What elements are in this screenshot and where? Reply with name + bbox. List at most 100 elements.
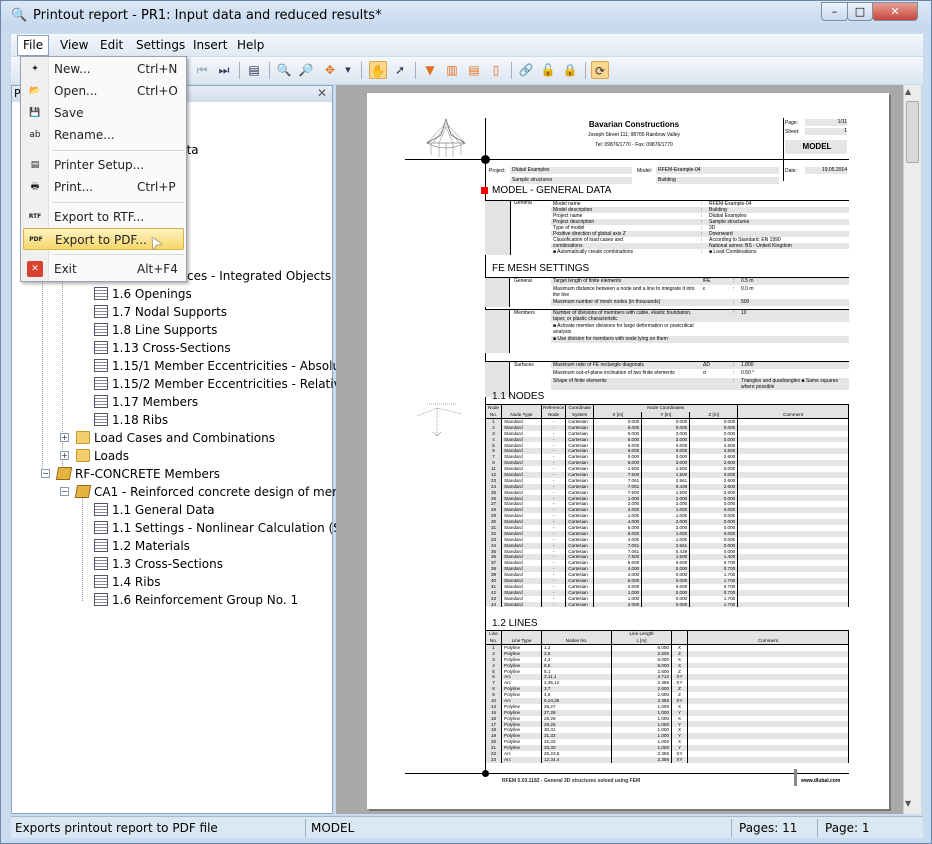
zoom-in-icon[interactable]: 🔍 (276, 63, 292, 77)
blank-page-icon[interactable]: ▯ (492, 63, 500, 77)
menu-item-printer-setup[interactable]: ▤ Printer Setup... (23, 154, 184, 176)
tree-item[interactable]: Load Cases and Combinations (76, 429, 275, 447)
active-section-marker (481, 187, 488, 194)
lock-icon[interactable]: 🔒 (562, 63, 578, 77)
tree-item[interactable]: 1.6 Reinforcement Group No. 1 (94, 591, 298, 609)
cell: : (701, 237, 703, 243)
vertical-scrollbar[interactable]: ▲ ▼ (903, 85, 921, 814)
table-cell (737, 595, 849, 602)
menu-view[interactable]: View (60, 38, 89, 52)
table-cell (687, 650, 849, 657)
tree-item[interactable]: 1.17 Members (94, 393, 198, 411)
table-cell: - (540, 542, 567, 549)
refresh-icon[interactable]: ⟳ (591, 61, 609, 79)
filter-page-icon[interactable]: ▼ (425, 63, 435, 77)
table-cell: 12,34,4 (541, 756, 612, 763)
tree-item[interactable]: 1.13 Cross-Sections (94, 339, 231, 357)
tree-item[interactable]: 1.6 Openings (94, 285, 192, 303)
table-cell: 0.700 (689, 583, 739, 590)
zoom-out-icon[interactable]: 🔎 (298, 63, 314, 77)
table-icon (94, 575, 108, 588)
close-button[interactable]: ✕ (872, 2, 918, 21)
tree-item[interactable]: ces - Integrated Objects (187, 267, 331, 285)
menu-item-export-rtf[interactable]: RTF Export to RTF... (23, 206, 184, 228)
footer-website: www.dlubal.com (801, 778, 841, 784)
scroll-thumb[interactable] (906, 101, 919, 163)
tree-item[interactable]: 1.1 Settings - Nonlinear Calculation (St… (94, 519, 381, 537)
column-header (541, 630, 612, 638)
table-row: 2 Polyline 2,6 2.600 Z (485, 650, 849, 657)
cell: Shape of finite elements (553, 378, 607, 384)
menu-file[interactable]: File (17, 35, 50, 56)
tree-item[interactable]: 1.18 Ribs (94, 411, 168, 429)
cell: 0.0 m (741, 286, 754, 292)
table-cell: 1.400 (689, 554, 739, 561)
tree-item[interactable]: 1.8 Line Supports (94, 321, 217, 339)
cell: : (733, 310, 735, 316)
table-icon (94, 395, 108, 408)
table-row: 22 Arc 25,23,8 2.356 XY (485, 750, 849, 757)
menu-insert[interactable]: Insert (193, 38, 228, 52)
menu-item-open[interactable]: 📂 Open... Ctrl+O (23, 80, 184, 102)
table-row: 28 Standard - Cartesian 2.000 1.000 0.000 (485, 507, 849, 514)
tree-item[interactable]: 1.2 Materials (94, 537, 190, 555)
column-header: Node (540, 411, 567, 419)
cell: : (701, 225, 703, 231)
mesh-group-general: General Target length of finite elements l… (485, 277, 849, 307)
link-icon[interactable]: 🔗 (518, 63, 534, 77)
expand-icon[interactable]: + (60, 433, 69, 442)
status-bar: Exports printout report to PDF file MODE… (11, 816, 923, 838)
first-page-icon[interactable]: ⏮ (196, 63, 208, 77)
table-cell: 2.600 (689, 454, 739, 461)
cell: : (701, 249, 703, 255)
expand-icon[interactable]: + (60, 451, 69, 460)
menu-item-rename[interactable]: ab Rename... (23, 124, 184, 146)
tree-item[interactable]: 1.1 General Data (94, 501, 215, 519)
unlock-icon[interactable]: 🔓 (540, 63, 556, 77)
maximize-button[interactable]: □ (847, 2, 873, 21)
save-icon: 💾 (29, 108, 41, 118)
menu-settings[interactable]: Settings (136, 38, 186, 52)
cell (739, 323, 849, 335)
tree-item[interactable]: RF-CONCRETE Members (55, 465, 220, 483)
table-cell: 0.000 (689, 519, 739, 525)
minimize-button[interactable]: – (821, 2, 848, 21)
scroll-up-icon[interactable]: ▲ (905, 87, 912, 96)
table-cell (737, 566, 849, 573)
tree-item[interactable]: 1.7 Nodal Supports (94, 303, 227, 321)
tree-item[interactable]: 1.4 Ribs (94, 573, 160, 591)
tree-item[interactable]: Loads (76, 447, 129, 465)
collapse-icon[interactable]: − (60, 487, 69, 496)
panel-close-icon[interactable]: ✕ (317, 86, 328, 100)
hand-tool-icon[interactable]: ✋ (369, 61, 387, 79)
cell: 10 (741, 310, 747, 316)
menu-item-exit[interactable]: ✕ Exit Alt+F4 (23, 258, 184, 280)
table-cell: 44 (485, 601, 502, 608)
collapse-icon[interactable]: − (41, 469, 50, 478)
menu-item-new[interactable]: ✦ New... Ctrl+N (23, 58, 184, 80)
header-page-icon[interactable]: ▤ (468, 63, 480, 77)
menu-help[interactable]: Help (237, 38, 265, 52)
page-layout-icon[interactable]: ▥ (446, 63, 458, 77)
tree-item[interactable]: 1.15/1 Member Eccentricities - Absolute (94, 357, 352, 375)
scroll-down-icon[interactable]: ▼ (905, 799, 912, 808)
fit-dropdown-icon[interactable]: ▼ (345, 66, 351, 74)
menu-item-export-pdf[interactable]: PDF Export to PDF... (23, 228, 184, 250)
menu-item-save[interactable]: 💾 Save (23, 102, 184, 124)
page-setup-icon[interactable]: ▤ (248, 63, 260, 77)
title-bar: 🔍 Printout report - PR1: Input data and … (1, 1, 931, 31)
table-cell (737, 589, 849, 596)
tree-item[interactable]: CA1 - Reinforced concrete design of memb… (74, 483, 370, 501)
table-row: 9 Polyline 4,8 2.600 Z (485, 692, 849, 698)
menu-item-print[interactable]: 🖶 Print... Ctrl+P (23, 176, 184, 198)
menu-edit[interactable]: Edit (100, 38, 124, 52)
table-cell: - (540, 519, 567, 525)
general-data-row: Model name: RFEM-Example-04 (551, 201, 849, 207)
general-data-row: Type of model:3D (551, 225, 849, 231)
tree-item[interactable]: 1.15/2 Member Eccentricities - Relative (94, 375, 348, 393)
tree-item[interactable]: 1.3 Cross-Sections (94, 555, 223, 573)
cell: ■ Load Combinations (709, 249, 757, 255)
fit-page-icon[interactable]: ✥ (324, 63, 336, 77)
last-page-icon[interactable]: ⏭ (218, 63, 230, 77)
select-tool-icon[interactable]: ➚ (394, 63, 406, 77)
